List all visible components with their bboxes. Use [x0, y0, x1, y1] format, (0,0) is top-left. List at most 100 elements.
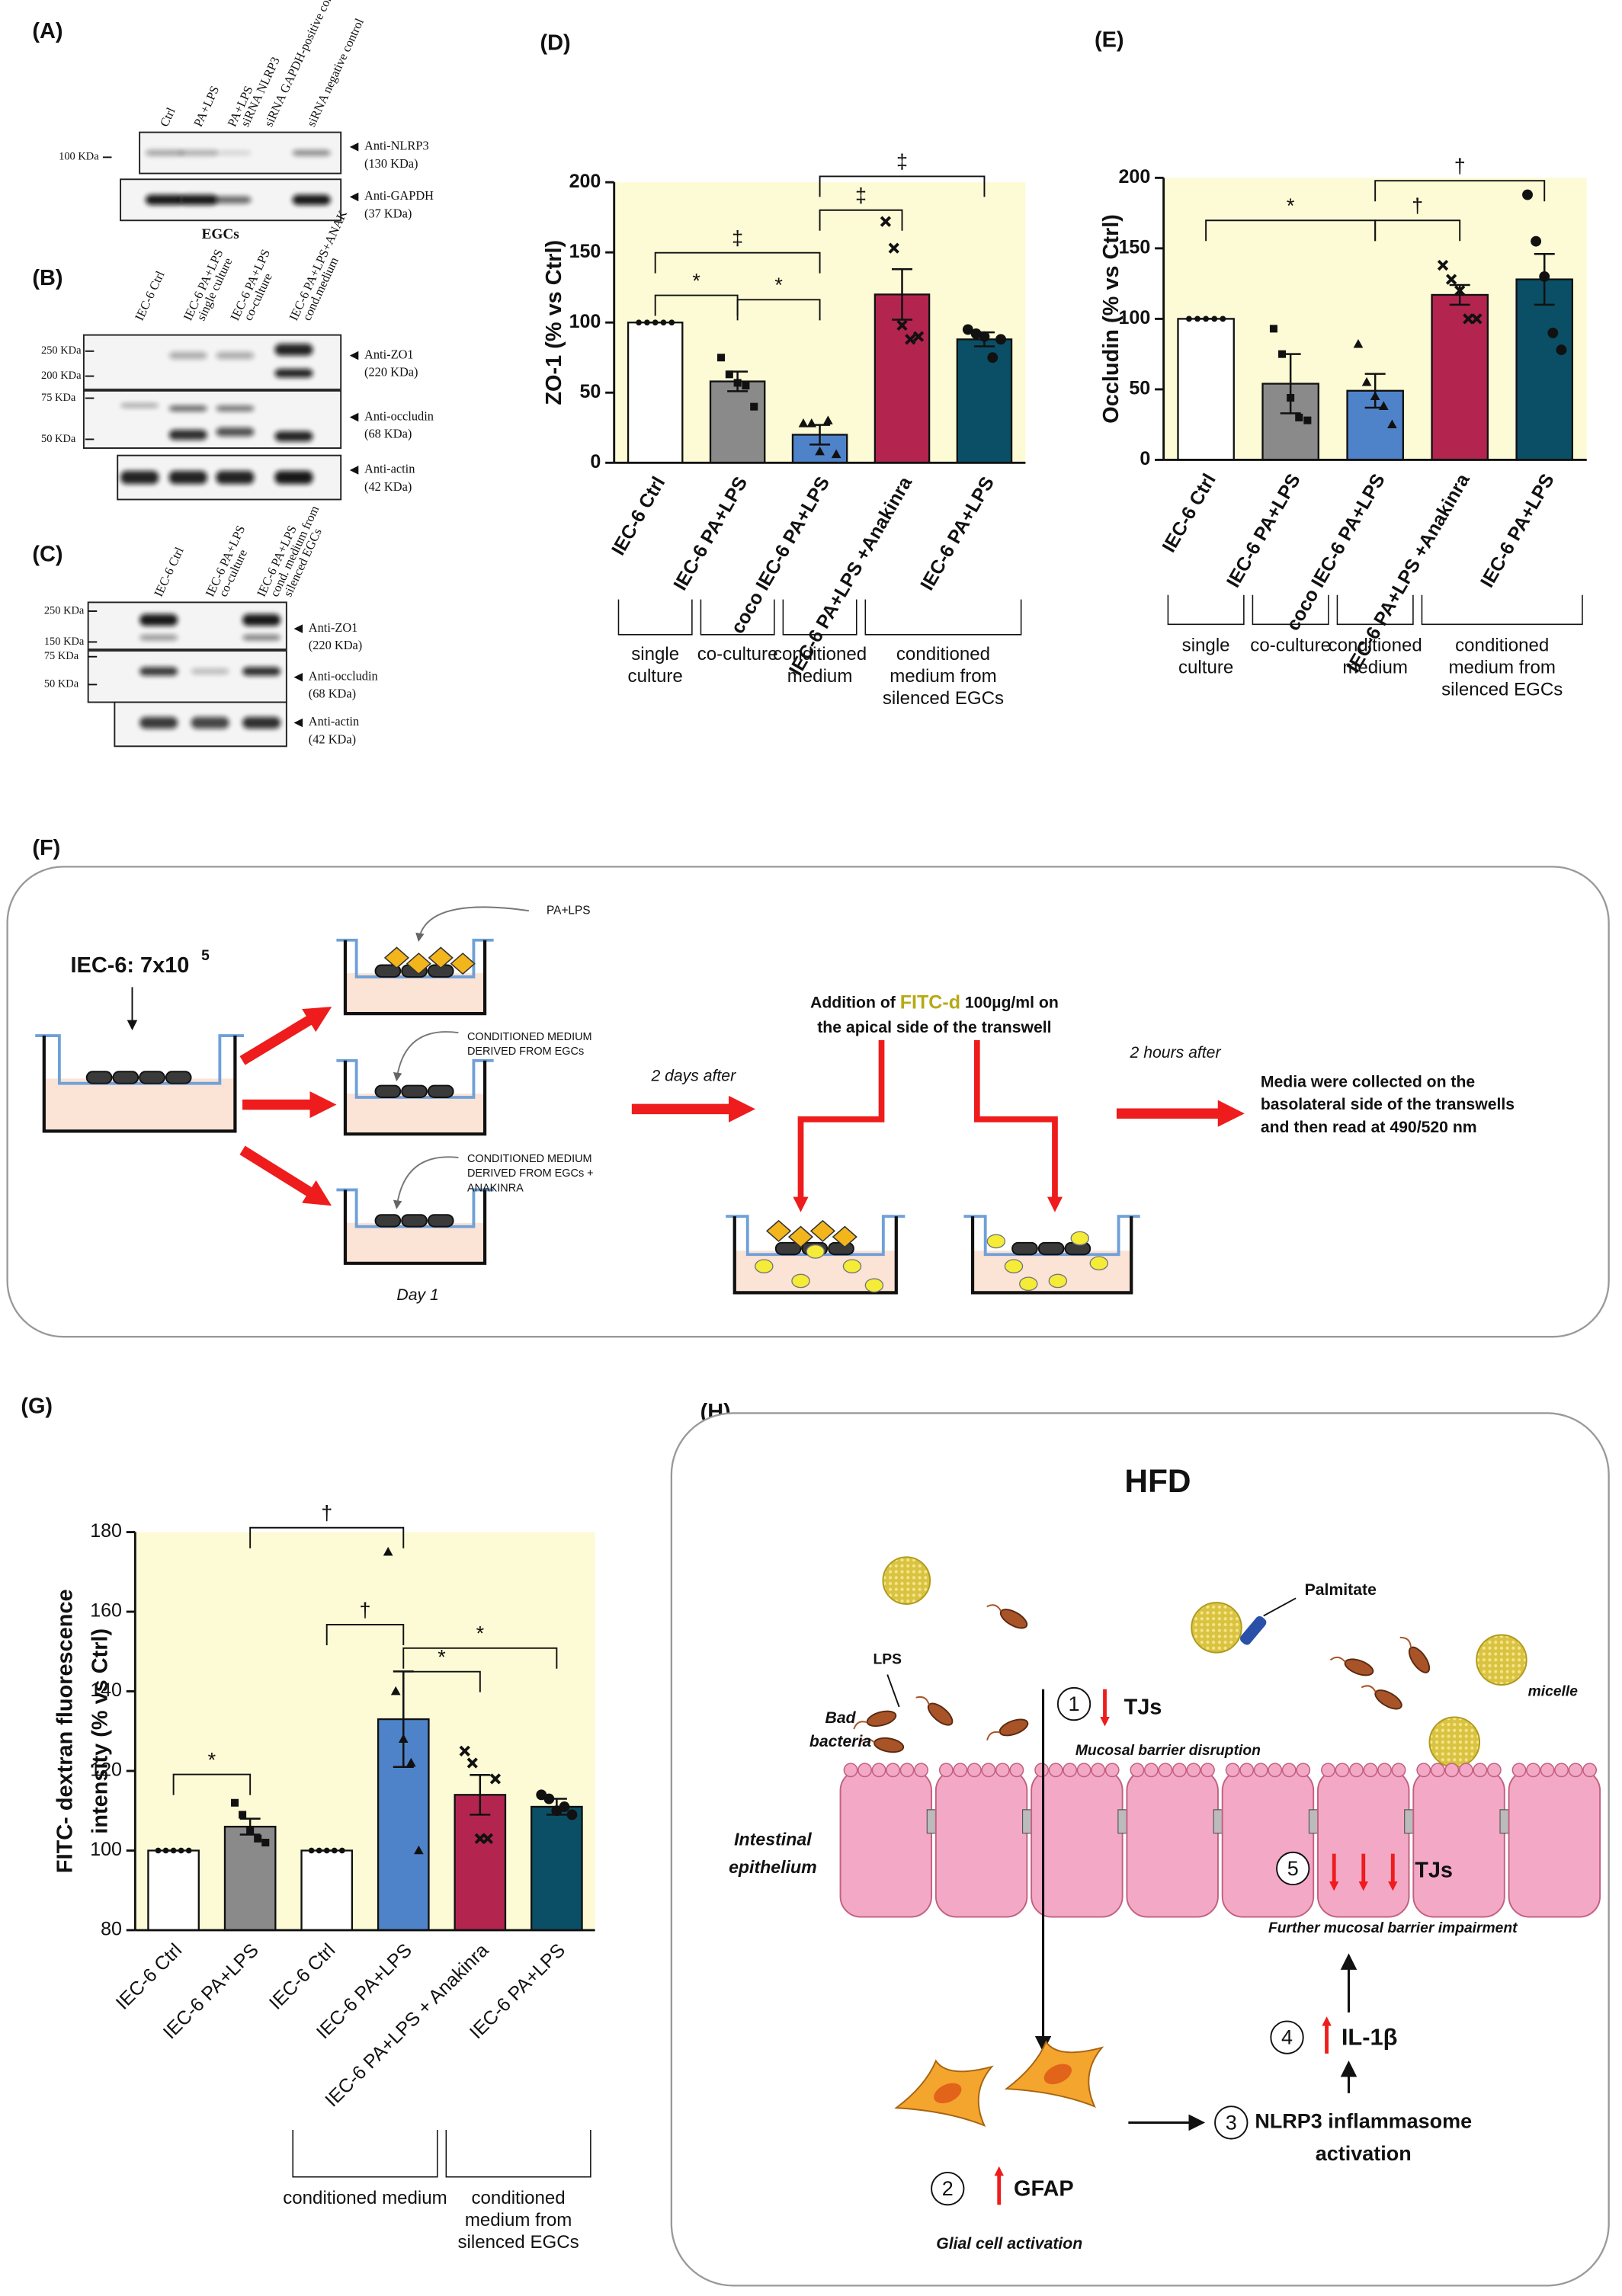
microvillus	[1063, 1763, 1078, 1778]
blot-band	[179, 149, 218, 156]
cell	[374, 1214, 402, 1228]
blot-band	[213, 150, 252, 155]
group-label: silenced EGCs	[883, 688, 1004, 709]
significance-label: †	[321, 1502, 332, 1525]
data-point	[717, 354, 726, 362]
insert	[35, 1034, 244, 1085]
blot-band	[242, 634, 281, 641]
group-bracket	[1421, 594, 1583, 626]
epithelium-label: Intestinal	[734, 1829, 812, 1849]
blot-band	[168, 351, 207, 360]
significance-bracket	[402, 1647, 558, 1669]
cell	[85, 1071, 113, 1084]
data-point	[815, 446, 825, 456]
data-point	[308, 1847, 315, 1854]
fitc-dextran	[791, 1273, 810, 1289]
medium	[345, 1222, 486, 1263]
micelle	[1191, 1602, 1242, 1654]
step-number: 3	[1226, 2111, 1237, 2134]
marker-label: 75 KDa	[41, 392, 76, 404]
microvillus	[1009, 1763, 1024, 1778]
data-point	[170, 1847, 177, 1854]
microvillus	[1486, 1763, 1502, 1778]
x-tick-label: IEC-6 PA+LPS	[669, 473, 752, 594]
band-arrow	[293, 718, 303, 728]
cell	[374, 964, 402, 978]
significance-bracket	[1374, 180, 1546, 202]
micelle	[882, 1556, 931, 1605]
significance-label: ‡	[732, 226, 743, 249]
band-arrow	[293, 624, 303, 633]
blot-band	[274, 470, 313, 485]
panel-label: (G)	[21, 1394, 53, 1418]
panel-label: (B)	[32, 266, 63, 290]
epithelial-cell	[1508, 1769, 1601, 1918]
data-point	[1211, 315, 1218, 322]
well	[732, 1216, 898, 1295]
marker-label: 50 KDa	[41, 433, 76, 445]
microvillus	[953, 1763, 968, 1778]
significance-bracket	[819, 175, 986, 197]
step-caption: Further mucosal barrier impairment	[1268, 1920, 1518, 1936]
significance-label: †	[1454, 155, 1466, 178]
bar	[1515, 278, 1574, 461]
data-point	[414, 1845, 424, 1855]
data-point	[1547, 327, 1559, 338]
microvillus	[1296, 1763, 1311, 1778]
data-point	[896, 319, 908, 331]
x-tick-label: IEC-6 Ctrl	[607, 473, 669, 559]
error-bar	[1449, 283, 1470, 306]
microvillus	[966, 1763, 982, 1778]
step-number: 2	[942, 2177, 954, 2200]
group-bracket	[864, 599, 1022, 636]
data-point	[888, 242, 899, 254]
cell	[774, 1241, 802, 1256]
blot-band	[292, 149, 331, 156]
step-number: 5	[1287, 1857, 1299, 1880]
microvillus	[914, 1763, 929, 1778]
group-label: conditioned	[1329, 636, 1422, 656]
microvillus	[871, 1763, 886, 1778]
data-point	[1203, 315, 1209, 322]
data-point	[660, 319, 667, 326]
data-point	[1387, 419, 1397, 429]
fitc-dextran	[1019, 1276, 1038, 1292]
microvillus	[1048, 1763, 1063, 1778]
band-label: (68 KDa)	[309, 687, 356, 701]
data-point	[390, 1686, 401, 1696]
marker-label: 200 KDa	[41, 370, 82, 382]
band-label: Anti-ZO1	[364, 347, 414, 361]
fitc-dextran	[1089, 1256, 1109, 1271]
epithelium-label: epithelium	[729, 1857, 817, 1877]
microvillus	[1473, 1763, 1488, 1778]
data-point	[261, 1838, 270, 1847]
blot-membrane	[82, 334, 342, 390]
micelle	[1476, 1634, 1527, 1686]
marker-label: 150 KDa	[44, 636, 85, 648]
cell	[374, 1084, 402, 1098]
data-point	[1186, 315, 1192, 322]
fitc-label-part: FITC-d	[900, 991, 960, 1013]
medium	[345, 973, 486, 1014]
blot-band	[216, 427, 255, 437]
significance-label: ‡	[855, 184, 867, 207]
data-point	[316, 1847, 322, 1854]
seeding-exponent: 5	[201, 948, 210, 964]
significance-label: *	[1287, 194, 1295, 217]
step-circle	[1056, 1686, 1091, 1721]
lps-label: LPS	[873, 1651, 902, 1667]
data-point	[459, 1745, 470, 1756]
fitc-dextran	[986, 1234, 1006, 1249]
timing-label: 2 hours after	[1130, 1044, 1222, 1062]
readout-label: Media were collected on the	[1261, 1073, 1476, 1090]
treatment-label: DERIVED FROM EGCs	[467, 1046, 584, 1058]
well	[970, 1216, 1133, 1295]
x-tick-label: IEC-6 PA+LPS	[1476, 470, 1559, 591]
microvillus	[857, 1763, 872, 1778]
micelle-label: micelle	[1528, 1684, 1579, 1700]
step-label: TJs	[1415, 1858, 1453, 1882]
blot-band	[120, 470, 159, 485]
red-arrow	[793, 1039, 885, 1212]
well	[343, 1190, 487, 1265]
blot-band	[274, 368, 313, 378]
